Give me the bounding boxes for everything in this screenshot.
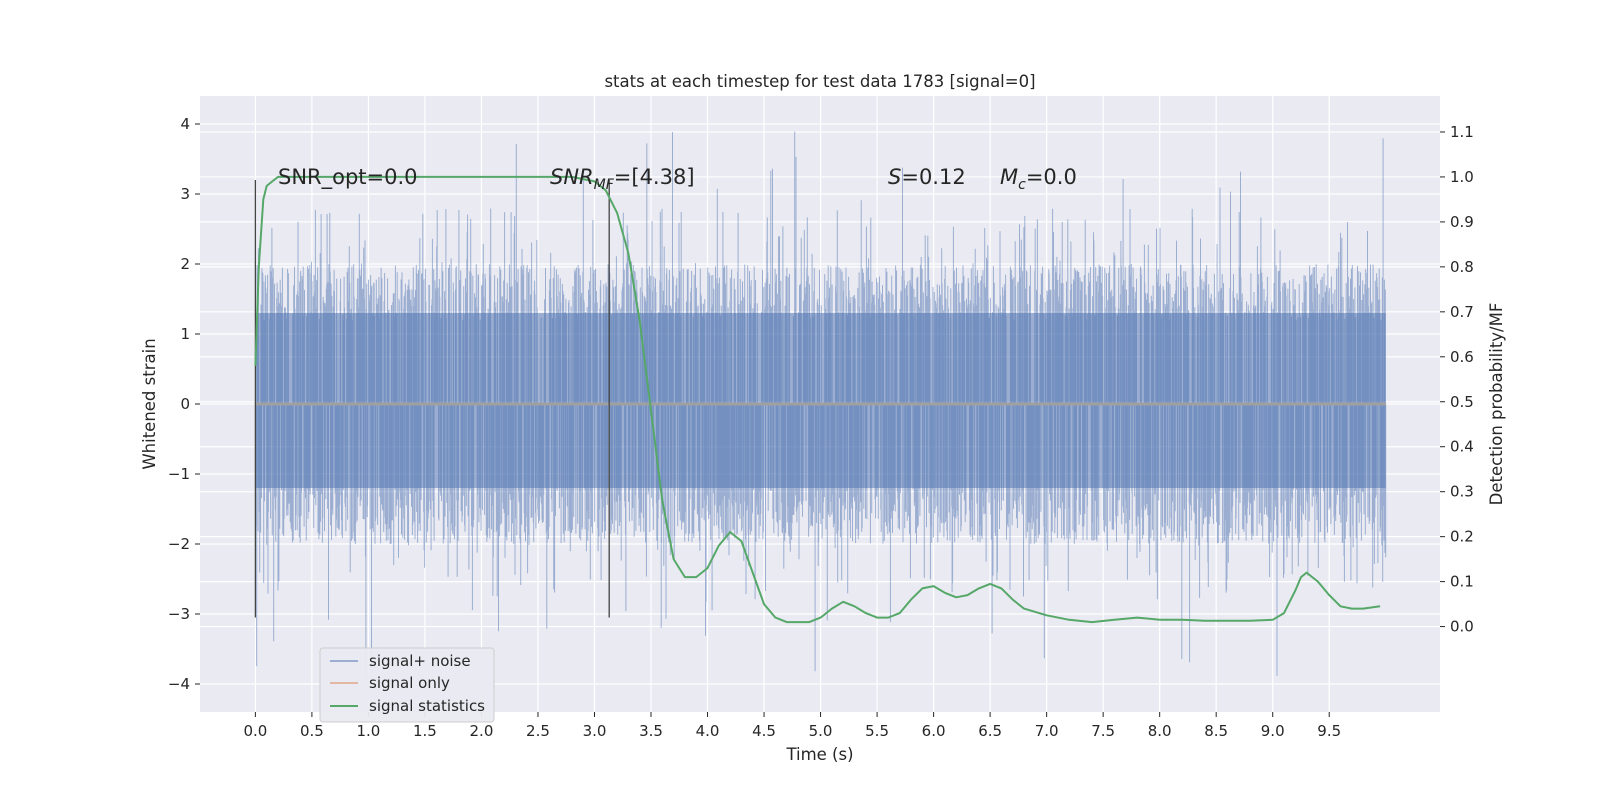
y-axis-label: Whitened strain bbox=[140, 338, 159, 469]
chart-title: stats at each timestep for test data 178… bbox=[604, 72, 1035, 91]
legend-label-signal-statistics: signal statistics bbox=[369, 697, 485, 715]
x-tick-label: 5.0 bbox=[809, 722, 833, 740]
s-annotation: S=0.12 bbox=[888, 165, 966, 189]
x-tick-label: 7.0 bbox=[1035, 722, 1059, 740]
snr-mf-annotation: SNRMF=[4.38] bbox=[550, 165, 695, 193]
x-tick-label: 9.5 bbox=[1317, 722, 1341, 740]
snr-opt-annotation: SNR_opt=0.0 bbox=[278, 165, 418, 190]
y-right-tick-label: 1.1 bbox=[1450, 123, 1474, 141]
y-right-tick-label: 0.2 bbox=[1450, 528, 1474, 546]
x-axis-label: Time (s) bbox=[785, 745, 853, 764]
signal-statistics-line bbox=[254, 175, 1381, 624]
x-tick-label: 1.5 bbox=[413, 722, 437, 740]
x-tick-label: 6.0 bbox=[922, 722, 946, 740]
y-tick-label: 0 bbox=[180, 395, 190, 413]
x-tick-label: 3.5 bbox=[639, 722, 663, 740]
legend: signal+ noise signal only signal statist… bbox=[319, 647, 495, 723]
legend-label-signal-only: signal only bbox=[369, 674, 450, 692]
y-right-tick-label: 0.5 bbox=[1450, 393, 1474, 411]
y-tick-label: 4 bbox=[180, 115, 190, 133]
y-tick-label: 2 bbox=[180, 255, 190, 273]
y-tick-label: 1 bbox=[180, 325, 190, 343]
x-tick-label: 4.0 bbox=[696, 722, 720, 740]
y-right-tick-label: 0.6 bbox=[1450, 348, 1474, 366]
x-tick-label: 5.5 bbox=[865, 722, 889, 740]
series-lines bbox=[254, 175, 1386, 624]
x-tick-label: 6.5 bbox=[978, 722, 1002, 740]
y-right-tick-label: 0.0 bbox=[1450, 618, 1474, 636]
y-right-tick-label: 0.8 bbox=[1450, 258, 1474, 276]
y-right-tick-label: 0.9 bbox=[1450, 213, 1474, 231]
snr-mf-subscript: MF bbox=[594, 177, 615, 193]
x-tick-label: 2.5 bbox=[526, 722, 550, 740]
y-tick-label: −2 bbox=[168, 535, 190, 553]
x-tick-label: 8.5 bbox=[1204, 722, 1228, 740]
legend-box bbox=[319, 647, 495, 723]
y-right-tick-label: 0.1 bbox=[1450, 573, 1474, 591]
x-tick-label: 3.0 bbox=[583, 722, 607, 740]
mc-annotation: Mc=0.0 bbox=[1000, 165, 1077, 193]
y-right-tick-label: 1.0 bbox=[1450, 168, 1474, 186]
s-value: =0.12 bbox=[901, 165, 965, 189]
y-right-tick-label: 0.4 bbox=[1450, 438, 1474, 456]
signal-noise-series bbox=[254, 131, 1387, 677]
mc-value: =0.0 bbox=[1026, 165, 1077, 189]
x-tick-label: 0.0 bbox=[243, 722, 267, 740]
legend-label-signal-noise: signal+ noise bbox=[369, 652, 471, 670]
y-tick-label: −3 bbox=[168, 605, 190, 623]
x-tick-label: 7.5 bbox=[1091, 722, 1115, 740]
y-tick-label: 3 bbox=[180, 185, 190, 203]
mc-subscript: c bbox=[1018, 177, 1026, 193]
y-tick-label: −4 bbox=[168, 675, 190, 693]
x-tick-label: 1.0 bbox=[356, 722, 380, 740]
x-tick-label: 0.5 bbox=[300, 722, 324, 740]
x-tick-label: 9.0 bbox=[1261, 722, 1285, 740]
y-right-tick-label: 0.3 bbox=[1450, 483, 1474, 501]
y-right-tick-label: 0.7 bbox=[1450, 303, 1474, 321]
x-tick-label: 2.0 bbox=[470, 722, 494, 740]
tick-marks: 0.0 0.5 1.0 1.5 2.0 2.5 3.0 3.5 4.0 4.5 5.0 5.5 6.0 6… bbox=[168, 115, 1474, 740]
mc-label: M bbox=[1000, 165, 1018, 189]
y-right-axis-label: Detection probability/MF bbox=[1487, 303, 1506, 506]
y-tick-label: −1 bbox=[168, 465, 190, 483]
snr-mf-value: =[4.38] bbox=[614, 165, 695, 189]
snr-mf-label: SNR bbox=[550, 165, 594, 189]
x-tick-label: 8.0 bbox=[1148, 722, 1172, 740]
s-label: S bbox=[888, 165, 901, 189]
x-tick-label: 4.5 bbox=[752, 722, 776, 740]
